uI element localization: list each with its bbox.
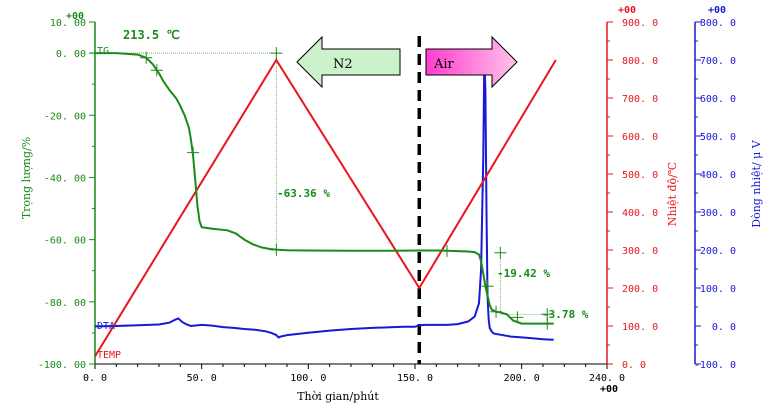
analysis-cross: [89, 47, 101, 60]
temp-tick-label: 300. 0: [622, 246, 658, 257]
air-arrow-label: Air: [433, 57, 455, 72]
tg-axis-title: Trọng lượng/%: [20, 137, 33, 219]
temp-tick-label: 0. 0: [622, 360, 646, 371]
x-tick-label: 100. 0: [290, 373, 326, 384]
x-tick-label: 200. 0: [504, 373, 540, 384]
analysis-cross: [140, 51, 153, 64]
analysis-cross: [511, 311, 524, 324]
dta-tick-label: 700. 0: [700, 56, 736, 67]
tg-tick-label: -80. 00: [44, 298, 86, 309]
dta-tick-label: 400. 0: [700, 170, 736, 181]
tg-tick-label: -40. 00: [44, 173, 86, 184]
air-arrow: Air: [425, 35, 518, 89]
dta-tick-label: 200. 0: [700, 246, 736, 257]
tg-tick-label: -20. 00: [44, 111, 86, 122]
x-tick-label: 240. 0: [589, 373, 625, 384]
tg-tick-label: 10. 00: [50, 18, 86, 29]
analysis-cross: [490, 305, 503, 318]
step1-loss-label: -63.36 %: [277, 187, 330, 200]
n2-arrow: N2: [296, 35, 401, 89]
n2-label-text: N2: [333, 57, 353, 72]
temp-tick-label: 200. 0: [622, 284, 658, 295]
dta-tick-label: 800. 0: [700, 18, 736, 29]
analysis-cross: [441, 244, 453, 257]
dta-tick-label: 500. 0: [700, 132, 736, 143]
n2-arrow-shape: [296, 35, 401, 89]
temp-tick-label: 800. 0: [622, 56, 658, 67]
series-label-temp: TEMP: [97, 350, 121, 361]
x-tick-label: 150. 0: [397, 373, 433, 384]
tg-tick-label: -60. 00: [44, 236, 86, 247]
dta-tick-label: 0. 0: [712, 322, 736, 333]
tick-group: 0. 0 50. 0 100. 0 150. 0 200. 0 240. 0 10. 00 0…: [38, 18, 736, 384]
x-axis-exponent: +00: [600, 384, 618, 395]
series-label-tg: TG: [97, 46, 109, 57]
onset-temp-label: 213.5 ℃: [123, 28, 180, 42]
tg-axis-exponent: +00: [66, 11, 84, 22]
temp-axis-title: Nhiệt độ/℃: [666, 162, 679, 226]
x-tick-label: 0. 0: [83, 373, 107, 384]
analysis-cross: [481, 280, 494, 293]
step2-loss-label: -19.42 %: [497, 267, 550, 280]
analysis-cross: [150, 64, 163, 77]
x-axis-title: Thời gian/phút: [297, 390, 379, 403]
temp-tick-label: 100. 0: [622, 322, 658, 333]
analysis-cross: [541, 308, 554, 321]
temp-tick-label: 900. 0: [622, 18, 658, 29]
dta-tick-label: -100. 0: [694, 360, 736, 371]
temp-tick-label: 600. 0: [622, 132, 658, 143]
series-dta-line: [95, 59, 554, 341]
tg-tick-label: 0. 00: [56, 49, 86, 60]
analysis-cross: [270, 243, 283, 256]
analysis-cross: [187, 146, 200, 159]
analysis-cross: [270, 47, 283, 60]
temp-tick-label: 500. 0: [622, 170, 658, 181]
dta-tick-label: 300. 0: [700, 208, 736, 219]
temp-axis-exponent: +00: [618, 5, 636, 16]
series-label-dta: DTA: [97, 321, 115, 332]
temp-tick-label: 700. 0: [622, 94, 658, 105]
n2-arrow-label: N2: [333, 57, 353, 72]
dta-axis-title: Dòng nhiệt/ μ V: [750, 139, 763, 228]
analysis-markers: [89, 47, 554, 330]
series-temp-line: [95, 58, 557, 357]
step3-loss-label: -3.78 %: [542, 308, 589, 321]
temp-tick-label: 400. 0: [622, 208, 658, 219]
tg-tick-label: -100. 00: [38, 360, 86, 371]
series-layer: [95, 52, 557, 357]
dta-tick-label: 100. 0: [700, 284, 736, 295]
analysis-cross: [494, 246, 507, 259]
dta-axis-exponent: +00: [708, 5, 726, 16]
air-arrow-shape: [425, 35, 518, 89]
x-tick-label: 50. 0: [187, 373, 217, 384]
dta-tick-label: 600. 0: [700, 94, 736, 105]
